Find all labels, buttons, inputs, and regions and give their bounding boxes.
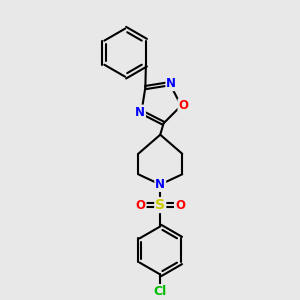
Text: N: N: [155, 178, 165, 191]
Text: N: N: [166, 77, 176, 90]
Text: O: O: [175, 199, 185, 212]
Text: Cl: Cl: [154, 285, 167, 298]
Text: O: O: [178, 99, 188, 112]
Text: S: S: [155, 198, 165, 212]
Text: O: O: [136, 199, 146, 212]
Text: N: N: [135, 106, 145, 118]
